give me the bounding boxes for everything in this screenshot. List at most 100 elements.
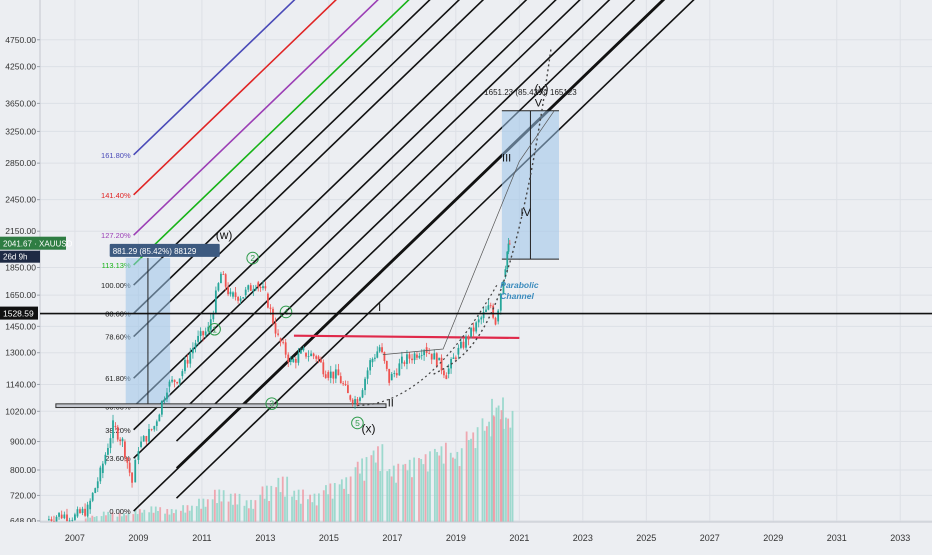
candle-body — [262, 286, 264, 289]
fib-level-label: 61.80% — [105, 374, 131, 383]
volume-bar — [347, 493, 350, 522]
volume-bar — [286, 476, 289, 522]
candle-body — [445, 375, 448, 380]
candle-body — [507, 243, 510, 252]
volume-bar — [191, 505, 193, 522]
volume-bar — [456, 451, 459, 522]
channel-line — [175, 0, 664, 469]
measure-label: 881.29 (85.42%) 88129 — [113, 247, 197, 256]
candle-body — [297, 353, 300, 363]
candle-body — [359, 397, 361, 401]
candle-body — [101, 463, 104, 474]
volume-bar — [154, 506, 157, 522]
candle-body — [237, 297, 239, 301]
wave-label: (y) — [535, 81, 549, 95]
candle-body — [222, 274, 225, 275]
candle-body — [354, 399, 356, 404]
candle-body — [63, 514, 66, 519]
volume-bar — [460, 448, 463, 522]
candle-body — [76, 509, 79, 517]
volume-bar — [306, 499, 309, 522]
candle-body — [257, 282, 260, 288]
candle-body — [247, 285, 250, 290]
candle-body — [460, 341, 462, 348]
circle-label: 1 — [212, 324, 217, 334]
x-axis[interactable]: 2007 2009 2011 2013 2015 2017 2019 2021 2023 2025… — [0, 521, 932, 550]
volume-bar — [211, 499, 214, 522]
candle-body — [96, 481, 99, 489]
volume-bar — [100, 516, 103, 522]
volume-bar — [134, 509, 137, 522]
candle-body — [84, 508, 86, 516]
volume-bar — [263, 498, 266, 522]
volume-bar — [243, 505, 246, 522]
volume-bar — [186, 505, 189, 522]
fib-level-label: 141.40% — [101, 191, 131, 200]
volume-bar — [483, 430, 486, 522]
candle-body — [173, 379, 176, 383]
y-tick-label: 648.00 — [10, 516, 36, 526]
fib-channel-line — [133, 0, 461, 314]
volume-bar — [497, 405, 500, 522]
volume-bar — [436, 452, 438, 522]
fib-level-label: 0.00% — [109, 507, 131, 516]
candle-body — [393, 373, 396, 374]
volume-bar — [91, 515, 94, 522]
volume-bar — [220, 501, 223, 522]
volume-bar — [184, 512, 187, 522]
candle-body — [264, 286, 267, 289]
volume-bar — [299, 503, 302, 522]
y-axis[interactable]: 4750.00 4250.00 3650.00 3250.00 2850.00 2450.… — [0, 0, 41, 526]
volume-bar — [291, 496, 293, 522]
candle-body — [317, 356, 320, 360]
volume-bar — [488, 421, 490, 522]
y-tick-label: 2150.00 — [5, 226, 36, 236]
candle-body — [227, 286, 229, 295]
volume-bar — [238, 493, 241, 522]
candle-body — [294, 358, 297, 363]
candle-body — [204, 331, 207, 336]
candle-body — [128, 462, 131, 473]
candle-body — [168, 381, 171, 387]
volume-bar — [195, 506, 198, 522]
circled-wave-label: 5 — [351, 416, 364, 430]
candle-body — [300, 350, 302, 354]
y-tick-label: 4750.00 — [5, 35, 36, 45]
volume-bar — [125, 515, 128, 522]
volume-bar — [293, 490, 296, 522]
volume-bar — [470, 438, 472, 522]
candle-body — [408, 354, 411, 359]
volume-bar — [465, 431, 468, 522]
volume-bar — [472, 432, 475, 522]
volume-bar — [349, 476, 352, 522]
candle-body — [400, 356, 403, 364]
volume-bar — [440, 446, 443, 522]
candle-body — [324, 374, 327, 379]
volume-bar — [311, 502, 314, 522]
candle-body — [184, 359, 186, 372]
fib-channel-line — [133, 0, 611, 459]
fib-channel-line — [133, 0, 557, 408]
candle-body — [176, 382, 179, 384]
volume-bar — [442, 463, 445, 522]
candle-body — [153, 426, 156, 430]
candle-body — [390, 373, 393, 381]
volume-bar — [354, 467, 357, 522]
volume-bar — [340, 479, 343, 522]
x-tick-label: 2033 — [890, 533, 910, 543]
candle-body — [217, 283, 220, 291]
candle-body — [145, 436, 148, 442]
wave-path — [382, 110, 555, 355]
volume-bar — [422, 464, 425, 522]
volume-bar — [424, 454, 427, 522]
candle-body — [454, 357, 457, 360]
volume-bar — [157, 511, 159, 522]
candle-body — [438, 357, 441, 361]
candle-body — [191, 348, 194, 354]
candle-body — [487, 305, 490, 310]
y-tick-label: 4250.00 — [5, 62, 36, 72]
volume-bar — [392, 465, 395, 522]
volume-bar — [302, 489, 304, 522]
